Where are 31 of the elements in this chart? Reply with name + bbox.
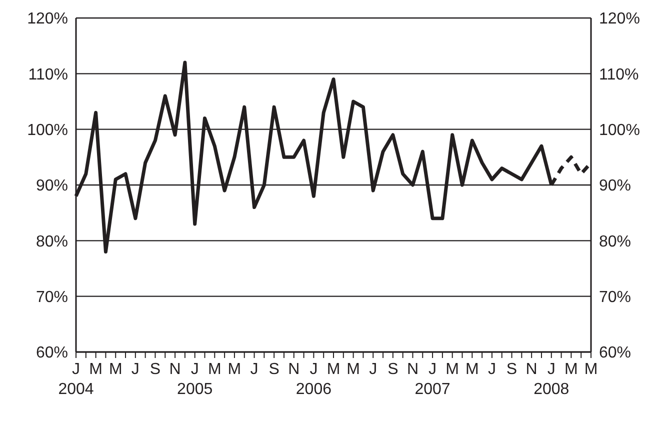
x-tick-label: M xyxy=(446,361,460,378)
x-tick-label: N xyxy=(169,361,181,378)
y-tick-label: 110% xyxy=(28,66,68,84)
y2-tick-label: 80% xyxy=(599,233,632,250)
x-tick-label: M xyxy=(346,361,360,378)
y2-tick-label: 70% xyxy=(599,289,632,306)
x-tick-label: S xyxy=(150,361,161,378)
y-tick-label: 70% xyxy=(36,289,68,306)
x-tick-label: S xyxy=(388,361,398,378)
y2-tick-label: 90% xyxy=(599,178,632,195)
y2-tick-label: 110% xyxy=(599,66,639,84)
y-tick-label: 80% xyxy=(36,233,68,250)
x-tick-label: M xyxy=(228,361,242,378)
x-tick-label: N xyxy=(526,361,538,378)
y-tick-label: 90% xyxy=(36,178,68,195)
x-tick-label: M xyxy=(465,361,479,378)
x-tick-label: J xyxy=(250,361,258,378)
y2-tick-label: 120% xyxy=(599,10,640,28)
x-tick-label: S xyxy=(268,361,280,378)
y-tick-label: 120% xyxy=(27,10,68,28)
x-tick-label: S xyxy=(506,361,518,378)
x-tick-label: J xyxy=(131,361,140,378)
y2-tick-label: 60% xyxy=(599,344,632,362)
x-tick-label: M xyxy=(326,361,340,378)
x-tick-label: M xyxy=(108,361,122,378)
x-tick-label: J xyxy=(488,361,496,378)
y-tick-label: 60% xyxy=(36,344,68,362)
y2-tick-label: 100% xyxy=(599,122,640,140)
y-tick-label: 100% xyxy=(27,122,68,140)
x-tick-label: J xyxy=(369,361,378,378)
x-tick-label: M xyxy=(584,361,598,378)
